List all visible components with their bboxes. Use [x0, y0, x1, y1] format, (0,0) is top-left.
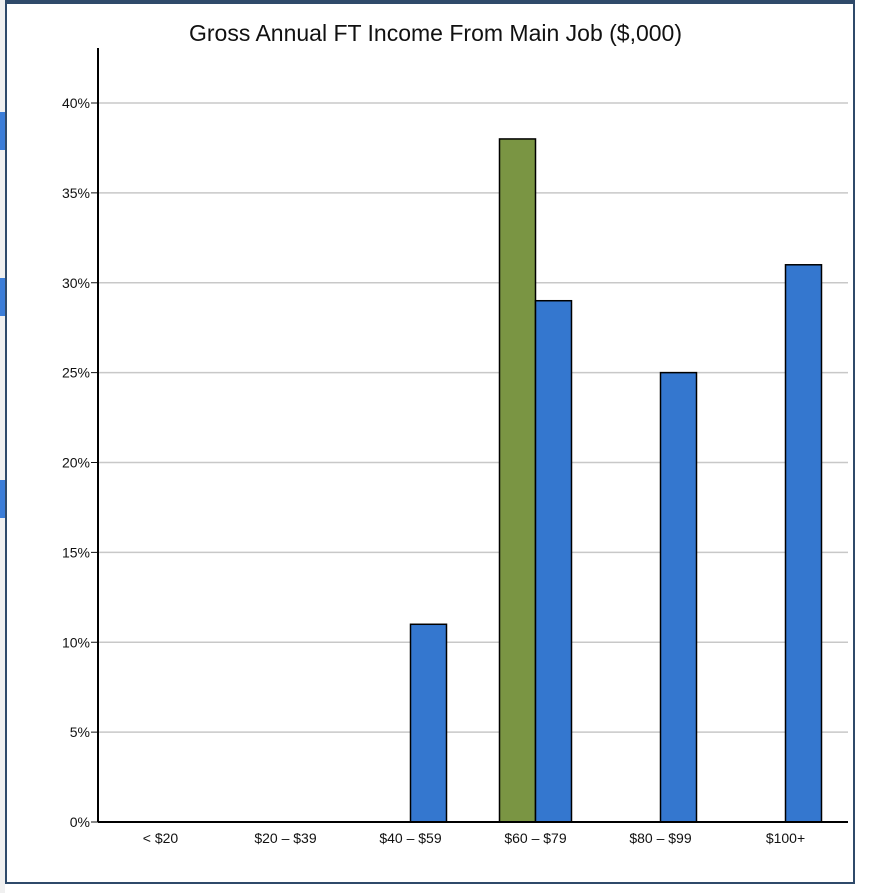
bar	[409, 623, 448, 823]
chart-title: Gross Annual FT Income From Main Job ($,…	[189, 20, 682, 46]
x-tick-label: $40 – $59	[379, 830, 441, 846]
selection-marker	[0, 112, 5, 150]
x-tick-label: $60 – $79	[504, 830, 566, 846]
y-tick-label: 20%	[62, 455, 90, 471]
bar	[784, 264, 823, 823]
x-tick-label: < $20	[143, 830, 179, 846]
bar	[498, 138, 537, 823]
y-tick-label: 5%	[70, 724, 90, 740]
bar	[659, 371, 698, 823]
bar	[534, 299, 573, 823]
selection-marker	[0, 480, 5, 518]
x-tick-label: $100+	[766, 830, 805, 846]
y-tick-label: 35%	[62, 185, 90, 201]
y-tick-label: 0%	[70, 814, 90, 830]
x-tick-label: $20 – $39	[254, 830, 316, 846]
y-tick-label: 40%	[62, 95, 90, 111]
y-tick-label: 25%	[62, 365, 90, 381]
left-gutter	[0, 0, 5, 893]
selection-marker	[0, 278, 5, 316]
y-tick-label: 30%	[62, 275, 90, 291]
x-tick-label: $80 – $99	[629, 830, 691, 846]
y-tick-label: 10%	[62, 634, 90, 650]
y-tick-label: 15%	[62, 544, 90, 560]
